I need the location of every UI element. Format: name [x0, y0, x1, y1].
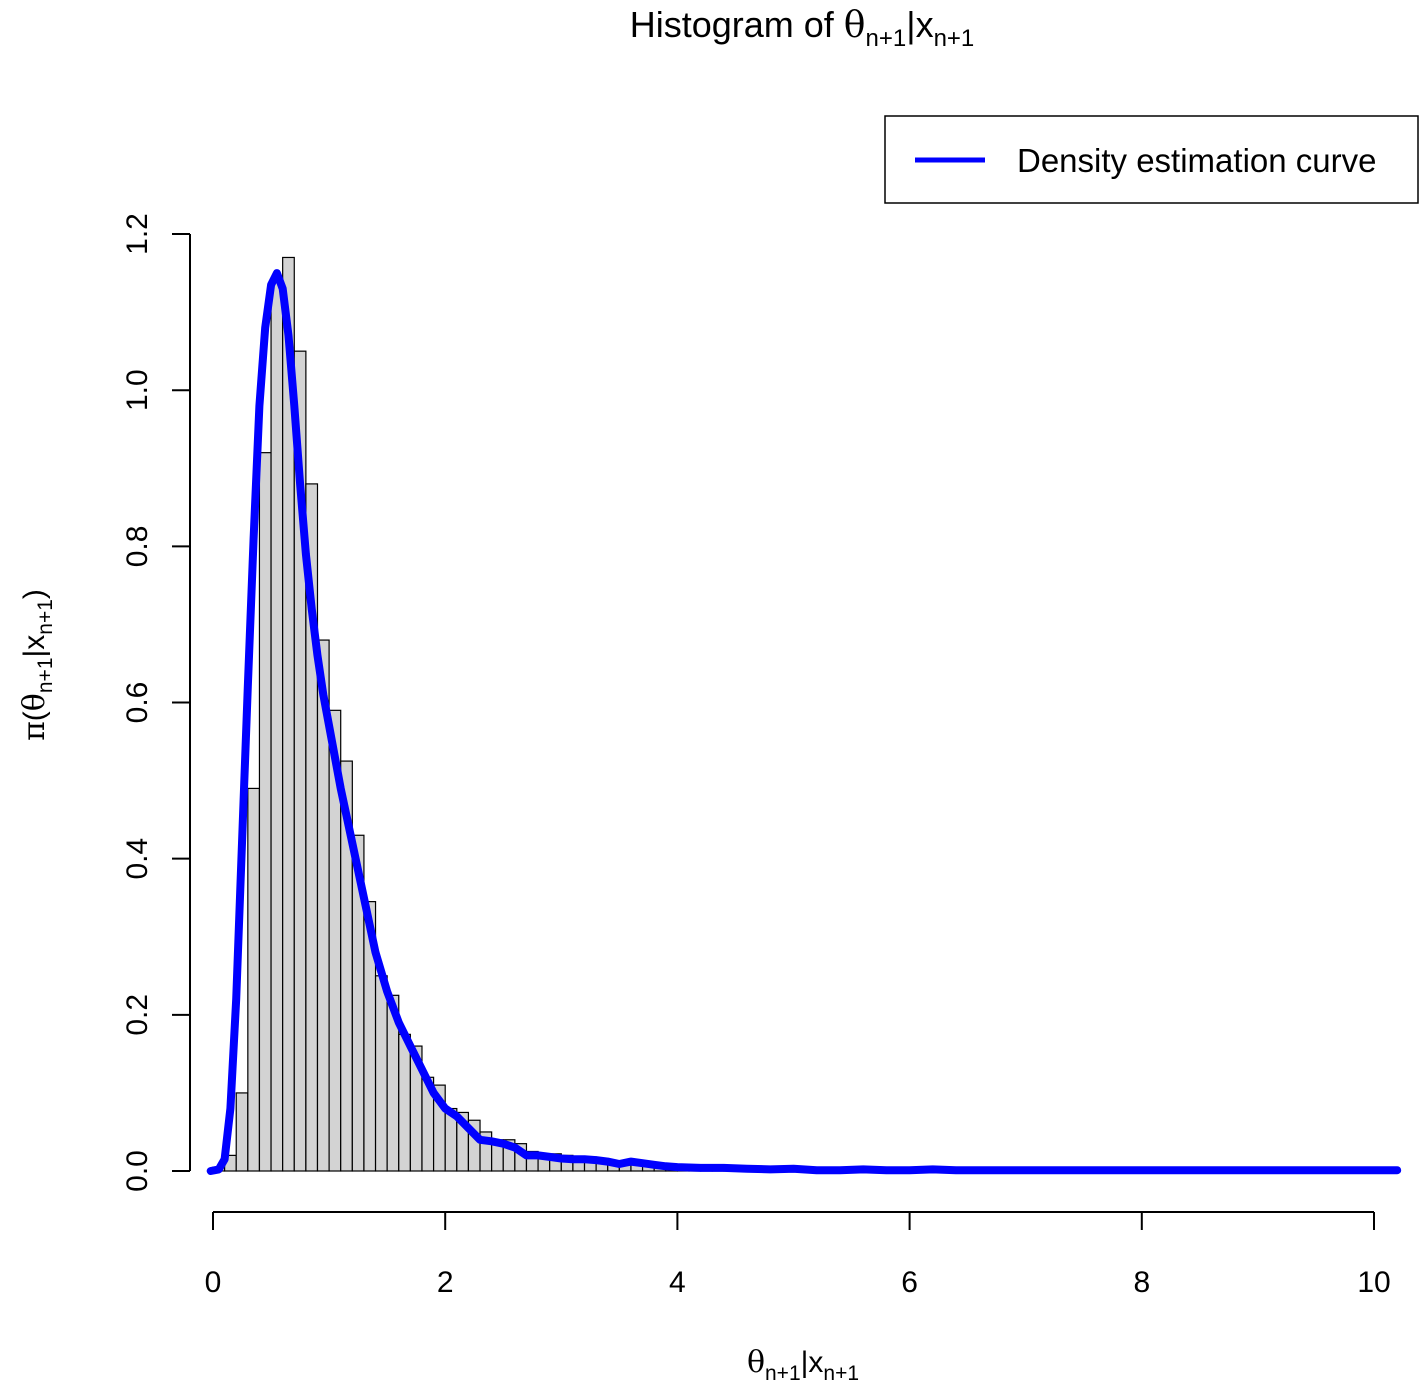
x-tick-label: 0: [205, 1266, 222, 1299]
density-curve: [206, 269, 1402, 1175]
x-axis: 0 2 4 6 8 10: [205, 1211, 1391, 1299]
y-tick-label: 0.4: [121, 838, 154, 880]
y-tick-label: 0.0: [121, 1150, 154, 1192]
x-tick-label: 2: [437, 1266, 454, 1299]
x-tick-label: 8: [1133, 1266, 1150, 1299]
y-tick-label: 1.0: [121, 369, 154, 411]
x-tick-label: 10: [1357, 1266, 1390, 1299]
y-tick-label: 1.2: [121, 213, 154, 255]
histogram-bar: [247, 787, 261, 1172]
histogram-bar: [374, 975, 388, 1172]
y-axis: 0.0 0.2 0.4 0.6 0.8 1.0 1.2: [121, 213, 191, 1192]
y-tick-label: 0.2: [121, 994, 154, 1036]
legend-label: Density estimation curve: [1017, 142, 1376, 179]
y-tick-label: 0.8: [121, 526, 154, 568]
x-tick-label: 4: [669, 1266, 686, 1299]
histogram-bar: [235, 1092, 249, 1172]
histogram-bar: [398, 1033, 411, 1172]
x-axis-label: θn+1|xn+1: [747, 1345, 859, 1385]
x-tick-label: 6: [901, 1266, 918, 1299]
histogram-bars: [212, 256, 1398, 1172]
histogram-bar: [258, 452, 272, 1172]
histogram-bar: [270, 280, 284, 1172]
y-axis-label: π(θn+1|xn+1): [17, 589, 57, 741]
legend: Density estimation curve: [884, 115, 1419, 204]
chart-title: Histogram of θn+1|xn+1: [630, 4, 975, 52]
y-tick-label: 0.6: [121, 682, 154, 724]
